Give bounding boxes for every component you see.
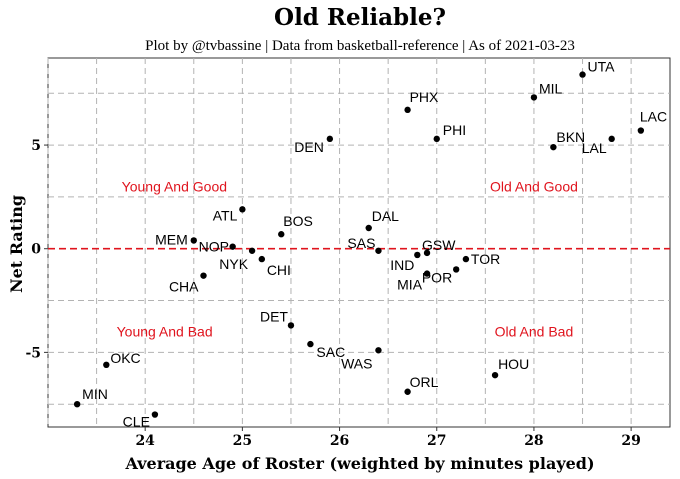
- label-nop: NOP: [199, 239, 229, 255]
- label-dal: DAL: [372, 208, 399, 224]
- label-uta: UTA: [588, 59, 616, 75]
- x-tick-label: 27: [427, 433, 446, 449]
- point-hou: [491, 371, 499, 379]
- point-bkn: [550, 143, 557, 151]
- point-mil: [530, 94, 538, 101]
- point-bos: [278, 231, 285, 238]
- quadrant-label: Old And Bad: [495, 324, 574, 340]
- gridlines: [47, 58, 670, 427]
- point-dal: [365, 224, 372, 232]
- label-min: MIN: [82, 386, 108, 402]
- label-mem: MEM: [155, 231, 188, 247]
- x-tick-label: 25: [233, 433, 252, 449]
- quadrant-labels: Young And Good Old And Good Young And Bad O…: [117, 179, 578, 340]
- x-tick-label: 29: [621, 433, 640, 449]
- label-ind: IND: [390, 257, 414, 273]
- point-tor: [462, 255, 470, 263]
- label-por: POR: [422, 269, 452, 285]
- label-bos: BOS: [283, 213, 313, 229]
- x-axis-ticks: 24 25 26 27 28 29: [135, 427, 641, 449]
- point-was: [375, 347, 382, 354]
- plot-panel: [47, 57, 671, 428]
- chart-title: Old Reliable?: [274, 4, 446, 31]
- point-den: [326, 135, 334, 143]
- label-hou: HOU: [498, 356, 529, 372]
- y-tick-label: 5: [31, 138, 41, 154]
- label-bkn: BKN: [556, 129, 585, 145]
- label-tor: TOR: [471, 251, 500, 267]
- label-cle: CLE: [123, 414, 150, 430]
- y-tick-label: -5: [25, 345, 41, 361]
- point-cle: [151, 411, 159, 418]
- x-tick-label: 28: [524, 433, 543, 449]
- label-den: DEN: [294, 139, 324, 155]
- point-nyk: [248, 247, 256, 254]
- quadrant-label: Young And Good: [122, 179, 227, 195]
- y-axis-ticks: -5 0 5: [25, 138, 48, 361]
- point-por: [452, 266, 460, 273]
- point-nop: [229, 243, 236, 250]
- x-axis-title: Average Age of Roster (weighted by minut…: [124, 454, 594, 473]
- label-orl: ORL: [410, 374, 439, 390]
- label-lal: LAL: [582, 140, 607, 156]
- label-cha: CHA: [169, 279, 199, 295]
- quadrant-label: Young And Bad: [117, 324, 213, 340]
- y-tick-label: 0: [31, 242, 41, 258]
- label-sac: SAC: [316, 344, 345, 360]
- point-det: [287, 322, 295, 329]
- label-atl: ATL: [213, 207, 238, 223]
- point-atl: [239, 206, 246, 213]
- label-chi: CHI: [267, 262, 291, 278]
- label-nyk: NYK: [219, 256, 248, 272]
- point-sac: [307, 340, 314, 348]
- point-mem: [190, 237, 197, 244]
- point-mia: [423, 270, 431, 277]
- chart-subtitle: Plot by @tvbassine | Data from basketbal…: [145, 38, 575, 54]
- label-was: WAS: [341, 355, 372, 371]
- point-lal: [608, 135, 615, 143]
- label-mil: MIL: [539, 80, 563, 96]
- x-tick-label: 24: [135, 433, 155, 449]
- x-tick-label: 26: [330, 433, 349, 449]
- point-cha: [200, 272, 207, 279]
- quadrant-label: Old And Good: [490, 179, 578, 195]
- point-sas: [375, 247, 382, 254]
- point-lac: [637, 127, 645, 134]
- point-phi: [433, 135, 440, 143]
- point-orl: [404, 388, 411, 395]
- point-phx: [404, 106, 411, 114]
- label-mia: MIA: [397, 277, 423, 293]
- point-chi: [258, 255, 266, 263]
- point-ind: [414, 251, 421, 259]
- label-phi: PHI: [443, 122, 466, 138]
- point-okc: [103, 361, 110, 369]
- label-sas: SAS: [347, 235, 375, 251]
- point-gsw: [423, 249, 431, 257]
- label-det: DET: [260, 308, 288, 324]
- data-points: [73, 71, 645, 418]
- y-axis-title: Net Rating: [7, 195, 26, 293]
- point-min: [73, 400, 81, 408]
- label-gsw: GSW: [422, 237, 456, 253]
- point-uta: [579, 71, 586, 78]
- label-lac: LAC: [640, 109, 667, 125]
- label-phx: PHX: [410, 89, 439, 105]
- label-okc: OKC: [110, 350, 140, 366]
